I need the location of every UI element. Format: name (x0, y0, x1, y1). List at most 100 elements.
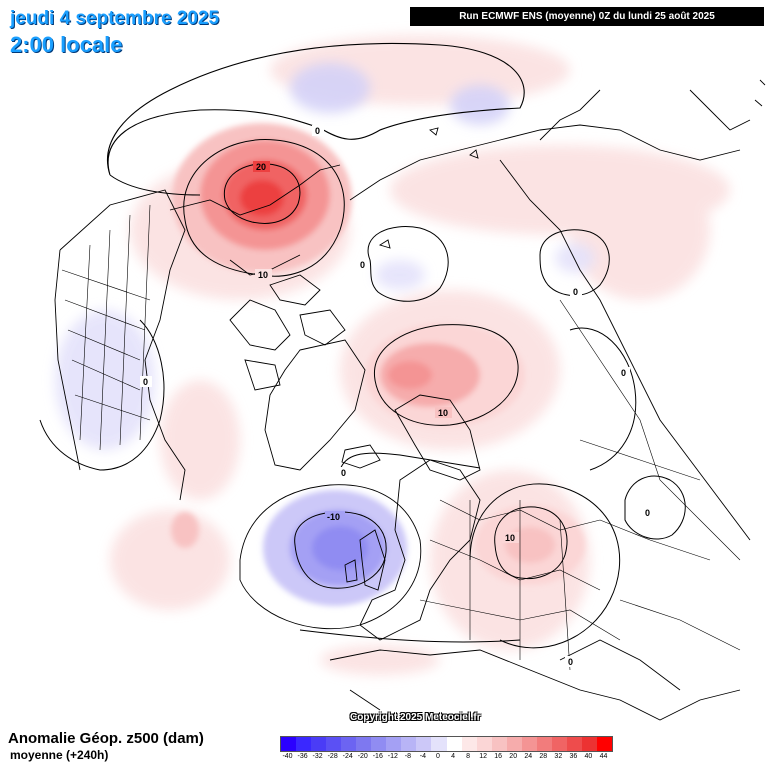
color-scale-label: 36 (569, 753, 578, 760)
color-scale-label: 40 (584, 753, 593, 760)
contour-barents-10 (373, 324, 519, 426)
color-scale-swatch (521, 737, 537, 751)
contour-zero-barents (339, 452, 481, 471)
color-scale-swatch (581, 737, 597, 751)
positive-anomaly-area-siberia (570, 160, 710, 300)
anomaly-shading (55, 35, 730, 675)
asia-borders (559, 299, 741, 651)
color-scale-label: 24 (524, 753, 533, 760)
negative-anomaly-area-north-america (55, 310, 155, 450)
color-scale-swatch (596, 737, 613, 751)
color-scale-swatch (506, 737, 522, 751)
color-scale-swatch (296, 737, 312, 751)
negative-anomaly-core-atlantic-inner (312, 526, 368, 570)
color-scale-swatch (326, 737, 342, 751)
contour-label: 10 (505, 533, 515, 543)
north-america-coast (54, 189, 186, 501)
positive-anomaly-core-barents-peak (388, 361, 432, 389)
color-scale-label: 4 (451, 753, 455, 760)
negative-anomaly-area-arctic (375, 260, 425, 290)
contour-lines (39, 42, 686, 649)
color-scale-label: -24 (342, 753, 353, 760)
legend-title: Anomalie Géop. z500 (dam) (8, 730, 204, 747)
color-scale-swatch (446, 737, 462, 751)
color-scale-swatch (476, 737, 492, 751)
europe-coast (359, 459, 481, 641)
contour-zero-south (299, 629, 521, 643)
color-scale-swatch (536, 737, 552, 751)
greenland-coast (264, 339, 366, 471)
contour-zero-atlantic (239, 484, 422, 629)
contour-label: 0 (645, 508, 650, 518)
north-america-borders (61, 204, 151, 451)
british-isles-coast (344, 529, 386, 591)
color-scale-label: -8 (404, 753, 411, 760)
color-scale-labels: -40 -36 -32 -28 -24 -20 -16 -12 -8 -4 0 4 8 12 16 20 24 2… (280, 753, 620, 765)
negative-anomaly-area-pacific (450, 85, 510, 125)
contour-zero-east-europe (469, 483, 621, 649)
negative-anomaly-area-siberia (555, 243, 595, 273)
contour-labels: 0 20 10 0 0 0 10 0 0 -10 10 0 0 (140, 125, 654, 667)
color-scale (280, 736, 613, 752)
color-scale-label: 44 (599, 753, 608, 760)
contour-label: 20 (256, 162, 266, 172)
contour-label: 10 (258, 270, 268, 280)
color-scale-label: 28 (539, 753, 548, 760)
color-scale-swatch (416, 737, 432, 751)
negative-anomaly-area-bering (290, 63, 370, 113)
contour-label: -10 (327, 512, 340, 522)
legend-subtitle: moyenne (+240h) (10, 748, 109, 762)
contour-east-europe-10 (494, 506, 568, 580)
color-scale-swatch (551, 737, 567, 751)
positive-anomaly-spot-atlantic (171, 512, 199, 548)
coastlines (54, 79, 766, 721)
run-info: Run ECMWF ENS (moyenne) 0Z du lundi 25 a… (410, 7, 764, 26)
contour-label: 0 (143, 377, 148, 387)
iceland-coast (341, 444, 381, 469)
color-scale-label: 32 (554, 753, 563, 760)
color-scale-swatch (386, 737, 402, 751)
contour-label: 0 (315, 126, 320, 136)
copyright: Copyright 2025 Meteociel.fr (350, 712, 481, 723)
color-scale-swatch (401, 737, 417, 751)
color-scale-swatch (281, 737, 297, 751)
color-scale-label: 8 (466, 753, 471, 760)
contour-label: 0 (621, 368, 626, 378)
forecast-date: jeudi 4 septembre 2025 (10, 8, 220, 29)
contour-zero-asia-east (624, 475, 686, 540)
color-scale-swatch (356, 737, 372, 751)
color-scale-label: -16 (372, 753, 383, 760)
color-scale-label: -12 (387, 753, 398, 760)
islands (378, 79, 766, 249)
contour-zero-east-siberia (569, 327, 637, 471)
contour-zero-siberia (539, 229, 610, 296)
color-scale-label: -32 (312, 753, 323, 760)
contour-label: 0 (341, 468, 346, 478)
color-scale-swatch (371, 737, 387, 751)
forecast-time: 2:00 locale (10, 32, 123, 57)
positive-anomaly-area-atlantic (110, 510, 230, 610)
color-scale-swatch (341, 737, 357, 751)
contour-zero-outer (109, 174, 201, 196)
contour-label: 0 (360, 260, 365, 270)
positive-anomaly-area-med (320, 645, 440, 675)
asia-coast (349, 124, 751, 541)
europe-borders (419, 499, 621, 671)
color-scale-swatch (311, 737, 327, 751)
color-scale-label: 12 (479, 753, 488, 760)
color-scale-label: 20 (509, 753, 518, 760)
color-scale-label: -28 (327, 753, 338, 760)
contour-zero-north-america (39, 319, 165, 471)
color-scale-label: -40 (282, 753, 293, 760)
contour-zero-arctic (367, 226, 449, 302)
contour-alaska-10 (183, 139, 345, 277)
color-scale-swatch (431, 737, 447, 751)
color-scale-swatch (491, 737, 507, 751)
contour-label: 10 (438, 408, 448, 418)
positive-anomaly-area-greenland (160, 380, 240, 500)
contour-label: 0 (568, 657, 573, 667)
color-scale-label: 16 (494, 753, 503, 760)
color-scale-label: -20 (357, 753, 368, 760)
